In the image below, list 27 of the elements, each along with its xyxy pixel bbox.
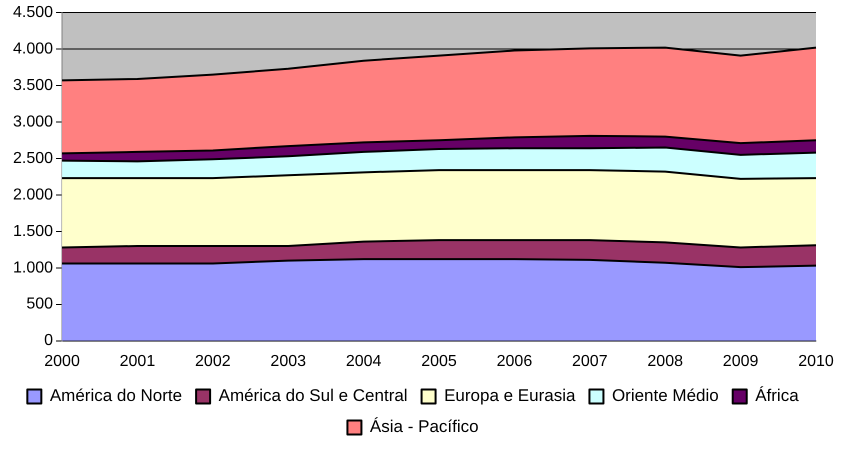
- x-tick-label: 2004: [346, 352, 382, 370]
- x-tick-label: 2003: [270, 352, 306, 370]
- y-tick-label: 4.500: [12, 4, 54, 22]
- y-tick-label: 500: [26, 296, 54, 313]
- x-tick-label: 2001: [120, 352, 156, 370]
- y-tick-label: 1.500: [12, 222, 54, 240]
- legend-label: Oriente Médio: [612, 386, 719, 406]
- legend-label: Ásia - Pacífico: [370, 417, 479, 436]
- legend-label: África: [755, 386, 800, 406]
- x-tick-label: 2010: [798, 352, 834, 370]
- y-tick-label: 3.500: [12, 76, 54, 94]
- legend-label: América do Norte: [50, 386, 182, 406]
- x-tick-label: 2006: [496, 352, 532, 370]
- legend-label: Europa e Eurasia: [444, 386, 576, 406]
- y-tick-label: 3.000: [12, 113, 54, 130]
- y-tick-label: 2.000: [12, 186, 54, 204]
- x-tick-label: 2002: [195, 352, 231, 370]
- legend-label: América do Sul e Central: [218, 386, 408, 406]
- x-tick-label: 2008: [647, 352, 684, 370]
- y-tick-label: 0: [44, 332, 54, 350]
- y-tick-label: 2.500: [12, 150, 54, 167]
- x-tick-label: 2007: [572, 352, 608, 370]
- y-tick-label: 4.000: [12, 40, 54, 58]
- y-tick-label: 1.000: [12, 259, 54, 276]
- x-tick-label: 2009: [722, 352, 758, 370]
- x-tick-label: 2005: [421, 352, 457, 370]
- x-tick-label: 2000: [44, 352, 80, 370]
